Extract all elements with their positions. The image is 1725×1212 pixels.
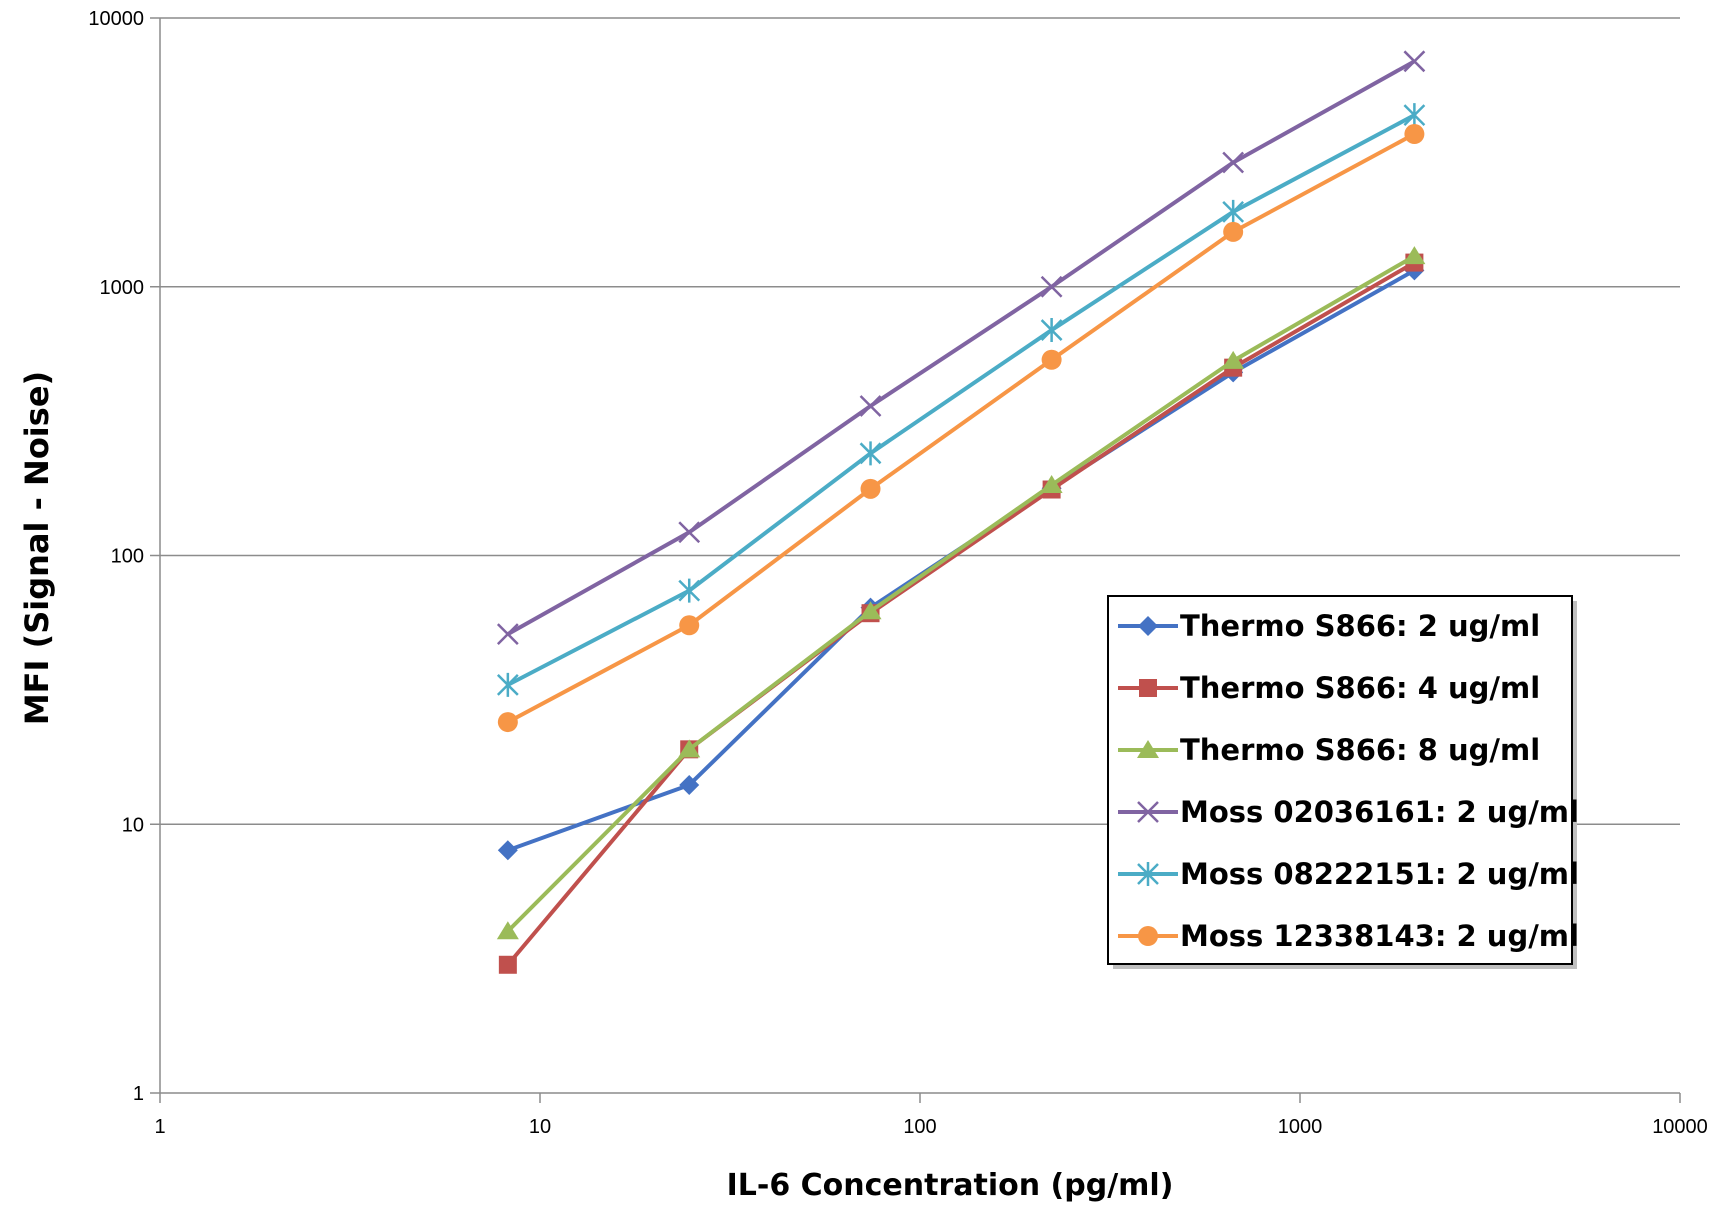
data-point	[1403, 246, 1426, 265]
y-tick-label: 100	[111, 546, 144, 568]
legend-marker	[1137, 862, 1159, 886]
legend-box	[1107, 595, 1573, 965]
data-point	[678, 578, 701, 603]
legend-marker	[1137, 740, 1159, 758]
x-tick-label: 1	[154, 1116, 165, 1138]
x-tick-label: 100	[903, 1116, 936, 1138]
data-point	[1403, 50, 1426, 73]
tick-labels: 1 10 100 1000 10000 1 10 100 1000 10000	[88, 8, 1707, 1138]
legend-item: Moss 08222151: 2 ug/ml	[1118, 857, 1579, 891]
series-line	[506, 113, 1416, 687]
y-tick-label: 10	[122, 814, 144, 836]
data-point	[497, 712, 518, 733]
data-point	[496, 921, 519, 940]
data-point	[498, 955, 517, 974]
y-tick-label: 1	[133, 1083, 144, 1105]
data-point	[1040, 318, 1063, 343]
data-point	[1040, 474, 1063, 493]
legend-item: Moss 12338143: 2 ug/ml	[1118, 919, 1579, 953]
data-point	[679, 774, 700, 795]
data-point	[679, 615, 700, 636]
legend-marker	[1138, 926, 1158, 946]
series-line	[506, 59, 1416, 636]
series-3	[496, 246, 1426, 940]
legend-label: Thermo S866: 4 ug/ml	[1180, 671, 1540, 705]
y-axis-title: MFI (Signal - Noise)	[18, 371, 56, 725]
data-point	[859, 395, 882, 417]
data-point	[1223, 221, 1244, 242]
legend-marker	[1137, 801, 1159, 823]
series-line	[506, 260, 1416, 967]
series-6	[497, 124, 1425, 733]
series-5	[496, 103, 1426, 697]
data-point	[1222, 151, 1245, 174]
x-tick-label: 10000	[1652, 1116, 1708, 1138]
legend-label: Moss 12338143: 2 ug/ml	[1180, 919, 1579, 953]
data-point	[497, 840, 518, 861]
legend: Thermo S866: 2 ug/ml Thermo S866: 4 ug/ml…	[1107, 595, 1579, 969]
legend-label: Moss 08222151: 2 ug/ml	[1180, 857, 1579, 891]
x-tick-label: 10	[529, 1116, 551, 1138]
legend-marker	[1139, 679, 1157, 697]
legend-marker	[1138, 616, 1158, 636]
data-point	[1404, 124, 1425, 145]
data-point	[496, 672, 519, 697]
legend-item: Moss 02036161: 2 ug/ml	[1118, 795, 1579, 829]
y-tick-label: 1000	[100, 277, 145, 299]
legend-label: Thermo S866: 8 ug/ml	[1180, 733, 1540, 767]
series-4	[496, 50, 1426, 645]
data-point	[859, 601, 882, 620]
legend-label: Moss 02036161: 2 ug/ml	[1180, 795, 1579, 829]
series-layer	[496, 50, 1426, 974]
x-tick-label: 1000	[1278, 1116, 1323, 1138]
legend-item: Thermo S866: 2 ug/ml	[1118, 609, 1540, 643]
data-point	[860, 478, 881, 499]
data-point	[1403, 103, 1426, 128]
series-line	[506, 132, 1416, 724]
data-point	[678, 739, 701, 758]
legend-item: Thermo S866: 8 ug/ml	[1118, 733, 1540, 767]
data-point	[1041, 349, 1062, 370]
data-point	[1040, 275, 1063, 298]
axes	[150, 17, 1681, 1103]
data-point	[1222, 350, 1245, 369]
legend-label: Thermo S866: 2 ug/ml	[1180, 609, 1540, 643]
series-line	[506, 254, 1416, 933]
data-point	[496, 623, 519, 645]
x-axis-title: IL-6 Concentration (pg/ml)	[727, 1168, 1174, 1203]
data-point	[1222, 199, 1245, 224]
data-point	[678, 521, 701, 544]
legend-item: Thermo S866: 4 ug/ml	[1118, 671, 1540, 705]
y-tick-label: 10000	[88, 8, 144, 30]
data-point	[859, 441, 882, 466]
